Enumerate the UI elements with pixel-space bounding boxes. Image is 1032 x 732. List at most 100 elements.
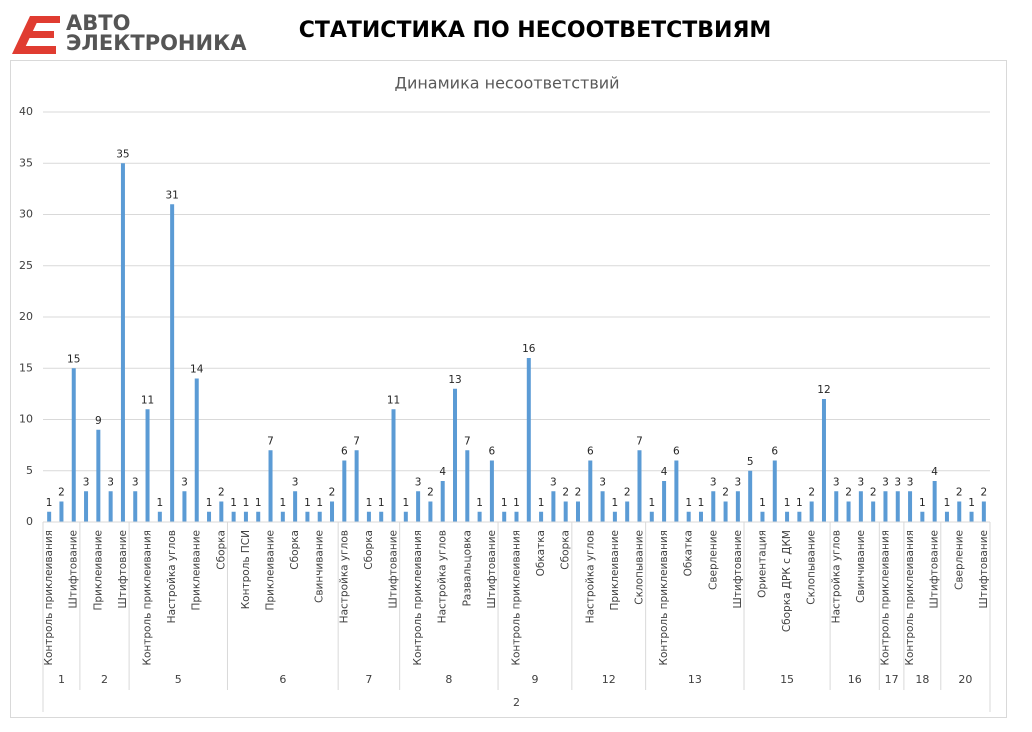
- logo-text: АВТО: [66, 11, 130, 35]
- bar: [108, 491, 113, 522]
- bar: [403, 511, 408, 522]
- value-label: 1: [378, 497, 385, 509]
- x-tick-label: Склопывание: [633, 530, 645, 605]
- group-label: 16: [848, 673, 862, 686]
- value-label: 3: [833, 476, 840, 488]
- y-tick-label: 40: [19, 105, 33, 118]
- bar: [514, 511, 519, 522]
- value-label: 2: [845, 487, 852, 499]
- x-tick-label: Настройка углов: [437, 530, 449, 623]
- value-label: 1: [156, 497, 163, 509]
- bar: [969, 511, 974, 522]
- bar: [120, 163, 125, 522]
- bar: [957, 501, 962, 522]
- value-label: 1: [759, 497, 766, 509]
- bar: [858, 491, 863, 522]
- value-label: 1: [316, 497, 323, 509]
- bar: [84, 491, 89, 522]
- bar: [551, 491, 556, 522]
- bar: [207, 511, 212, 522]
- group-label: 6: [279, 673, 286, 686]
- value-label: 1: [255, 497, 262, 509]
- value-label: 1: [796, 497, 803, 509]
- bar: [895, 491, 900, 522]
- x-tick-label: Штифтование: [929, 530, 941, 608]
- x-tick-label: Штифтование: [117, 530, 129, 608]
- x-tick-label: Штифтование: [388, 530, 400, 608]
- bar: [908, 491, 913, 522]
- bar: [834, 491, 839, 522]
- bar: [588, 460, 593, 522]
- bar: [489, 460, 494, 522]
- bar: [96, 429, 101, 522]
- x-tick-label: Сборка: [215, 530, 227, 570]
- bar: [920, 511, 925, 522]
- x-tick-label: Ориентация: [756, 530, 768, 598]
- bar: [748, 470, 753, 522]
- group-label: 15: [780, 673, 794, 686]
- value-label: 2: [218, 487, 225, 499]
- bar: [883, 491, 888, 522]
- bar: [944, 511, 949, 522]
- y-tick-label: 35: [19, 156, 33, 169]
- value-label: 3: [894, 476, 901, 488]
- value-label: 1: [968, 497, 975, 509]
- x-tick-label: Склопывание: [806, 530, 818, 605]
- bar: [674, 460, 679, 522]
- value-label: 1: [476, 497, 483, 509]
- value-label: 4: [661, 466, 668, 478]
- y-tick-label: 10: [19, 413, 33, 426]
- x-tick-label: Приклеивание: [609, 530, 621, 611]
- logo: АВТО ЭЛЕКТРОНИКА: [12, 11, 247, 55]
- x-tick-label: Свинчивание: [855, 530, 867, 603]
- bar: [256, 511, 261, 522]
- value-label: 13: [448, 374, 461, 386]
- value-label: 6: [587, 446, 594, 458]
- value-label: 2: [624, 487, 631, 499]
- bar: [330, 501, 335, 522]
- value-label: 1: [501, 497, 508, 509]
- value-label: 1: [784, 497, 791, 509]
- x-tick-label: Приклеивание: [265, 530, 277, 611]
- value-label: 7: [353, 435, 360, 447]
- x-tick-label: Сверление: [953, 530, 965, 590]
- bar: [268, 450, 273, 522]
- value-label: 4: [439, 466, 446, 478]
- group-label: 18: [915, 673, 929, 686]
- group-label: 8: [445, 673, 452, 686]
- logo-text: ЭЛЕКТРОНИКА: [66, 31, 247, 55]
- x-tick-label: Сборка: [560, 530, 572, 570]
- value-label: 3: [181, 476, 188, 488]
- value-label: 2: [575, 487, 582, 499]
- group-label: 13: [688, 673, 702, 686]
- group-label: 20: [958, 673, 972, 686]
- x-tick-label: Настройка углов: [166, 530, 178, 623]
- bar: [686, 511, 691, 522]
- bar: [846, 501, 851, 522]
- value-label: 1: [243, 497, 250, 509]
- value-label: 6: [489, 446, 496, 458]
- bar: [502, 511, 507, 522]
- bar: [182, 491, 187, 522]
- bar: [133, 491, 138, 522]
- x-tick-label: Контроль приклеивания: [904, 530, 916, 666]
- value-label: 4: [931, 466, 938, 478]
- x-tick-label: Контроль приклеивания: [511, 530, 523, 666]
- bar: [563, 501, 568, 522]
- bar: [453, 388, 458, 522]
- group-label: 12: [602, 673, 616, 686]
- x-tick-label: Контроль приклеивания: [43, 530, 55, 666]
- value-label: 35: [116, 148, 129, 160]
- value-label: 1: [944, 497, 951, 509]
- bar: [526, 358, 531, 522]
- bar: [600, 491, 605, 522]
- bar: [428, 501, 433, 522]
- value-label: 2: [722, 487, 729, 499]
- bar: [625, 501, 630, 522]
- value-label: 1: [685, 497, 692, 509]
- chart-title: Динамика несоответствий: [394, 74, 619, 93]
- y-tick-label: 0: [26, 515, 33, 528]
- bar: [465, 450, 470, 522]
- x-tick-label: Контроль приклеивания: [412, 530, 424, 666]
- x-tick-label: Сверление: [707, 530, 719, 590]
